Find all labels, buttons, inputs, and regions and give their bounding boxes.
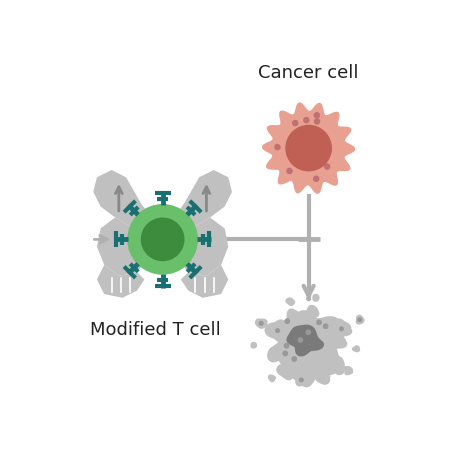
Circle shape [275, 145, 280, 150]
Polygon shape [312, 294, 319, 302]
Circle shape [276, 329, 280, 332]
Polygon shape [93, 170, 159, 236]
Polygon shape [262, 102, 356, 194]
Polygon shape [276, 364, 297, 380]
Circle shape [306, 330, 310, 335]
Circle shape [292, 357, 296, 361]
Circle shape [325, 164, 330, 169]
Polygon shape [97, 265, 145, 298]
Polygon shape [352, 345, 360, 352]
Polygon shape [166, 170, 232, 236]
Polygon shape [356, 315, 365, 325]
Text: Modified T cell: Modified T cell [90, 321, 221, 339]
Circle shape [285, 319, 290, 323]
Polygon shape [315, 371, 330, 385]
Polygon shape [177, 218, 228, 276]
Circle shape [284, 344, 289, 348]
Circle shape [292, 120, 298, 126]
Polygon shape [97, 218, 148, 276]
Circle shape [317, 320, 321, 325]
Circle shape [358, 318, 362, 321]
Polygon shape [264, 319, 290, 343]
Circle shape [259, 321, 263, 325]
Polygon shape [329, 319, 352, 340]
Circle shape [314, 119, 319, 124]
Circle shape [290, 149, 295, 155]
Polygon shape [295, 373, 308, 386]
Polygon shape [304, 305, 319, 321]
Text: Cancer cell: Cancer cell [258, 64, 359, 82]
Polygon shape [328, 335, 347, 349]
Polygon shape [250, 342, 257, 349]
Circle shape [314, 176, 319, 182]
Polygon shape [255, 319, 268, 329]
Circle shape [323, 324, 328, 328]
Circle shape [283, 351, 287, 356]
Circle shape [287, 168, 292, 173]
Polygon shape [268, 374, 276, 383]
Circle shape [128, 205, 197, 274]
Circle shape [293, 161, 298, 165]
Circle shape [298, 338, 302, 342]
Polygon shape [274, 310, 341, 387]
Polygon shape [181, 265, 228, 298]
Polygon shape [285, 297, 295, 306]
Circle shape [326, 148, 331, 153]
Circle shape [340, 327, 343, 331]
Polygon shape [286, 325, 324, 356]
Polygon shape [267, 343, 286, 363]
Circle shape [314, 113, 319, 118]
Circle shape [286, 126, 331, 171]
Circle shape [304, 118, 309, 123]
Circle shape [300, 378, 303, 382]
Polygon shape [326, 356, 346, 375]
Circle shape [141, 218, 184, 261]
Polygon shape [344, 366, 353, 375]
Polygon shape [287, 309, 301, 323]
Circle shape [306, 142, 311, 147]
